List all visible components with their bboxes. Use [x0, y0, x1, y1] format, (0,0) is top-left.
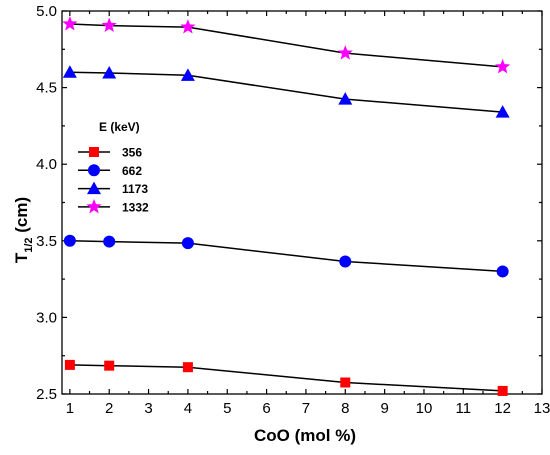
x-tick-label: 11: [456, 400, 472, 417]
data-point-662: [181, 237, 194, 250]
x-tick-label: 9: [380, 400, 388, 417]
x-tick-label: 12: [494, 400, 511, 417]
data-point-1332: [337, 45, 353, 60]
legend-title: E (keV): [99, 120, 140, 134]
data-point-1332: [495, 58, 511, 74]
x-tick-label: 6: [262, 400, 270, 417]
legend-label-1332: 1332: [122, 200, 149, 214]
y-axis-title-subscript: 1/2: [23, 237, 35, 252]
data-point-662: [103, 235, 116, 248]
legend-marker-1173: [87, 181, 101, 195]
data-point-1173: [338, 92, 353, 105]
y-tick-label: 2.5: [36, 386, 57, 403]
series-line-662: [69, 240, 503, 273]
data-point-1173: [495, 105, 510, 118]
legend-label-662: 662: [122, 164, 142, 178]
legend-marker-662: [88, 164, 100, 177]
series-line-1173: [69, 71, 503, 113]
data-point-662: [496, 265, 509, 278]
legend-marker-1332: [86, 198, 102, 214]
x-tick-label: 3: [144, 400, 152, 417]
data-point-1332: [101, 17, 117, 33]
series-line-1332: [69, 23, 503, 68]
data-point-356: [182, 362, 193, 373]
data-point-356: [104, 360, 115, 371]
x-tick-label: 4: [184, 400, 192, 417]
y-axis-title-main: T: [12, 252, 31, 263]
data-point-1173: [180, 68, 195, 81]
y-tick-label: 4.5: [36, 80, 57, 97]
legend-label-356: 356: [122, 146, 142, 160]
x-tick-label: 10: [416, 400, 433, 417]
legend-label-1173: 1173: [122, 182, 148, 196]
legend-marker-356: [89, 147, 99, 157]
data-point-1173: [62, 65, 77, 78]
y-axis-title-unit: (cm): [12, 197, 31, 238]
x-tick-label: 5: [223, 400, 231, 417]
series-line-356: [69, 364, 503, 392]
x-tick-label: 2: [105, 400, 113, 417]
y-axis-title: T1/2 (cm): [12, 197, 35, 263]
x-tick-label: 13: [534, 400, 550, 417]
data-point-356: [340, 377, 351, 388]
data-point-1173: [102, 66, 117, 79]
data-point-662: [339, 255, 352, 268]
data-point-1332: [62, 16, 78, 31]
data-point-1332: [180, 19, 196, 34]
x-axis-title: CoO (mol %): [254, 426, 356, 445]
x-tick-label: 1: [66, 400, 74, 417]
data-point-662: [63, 234, 76, 247]
y-tick-label: 5.0: [36, 3, 57, 20]
data-point-356: [64, 359, 75, 370]
x-tick-label: 8: [341, 400, 349, 417]
data-point-356: [497, 385, 508, 396]
y-tick-label: 4.0: [36, 156, 57, 173]
y-tick-label: 3.5: [36, 233, 57, 250]
x-tick-label: 7: [302, 400, 310, 417]
y-tick-label: 3.0: [36, 309, 57, 326]
